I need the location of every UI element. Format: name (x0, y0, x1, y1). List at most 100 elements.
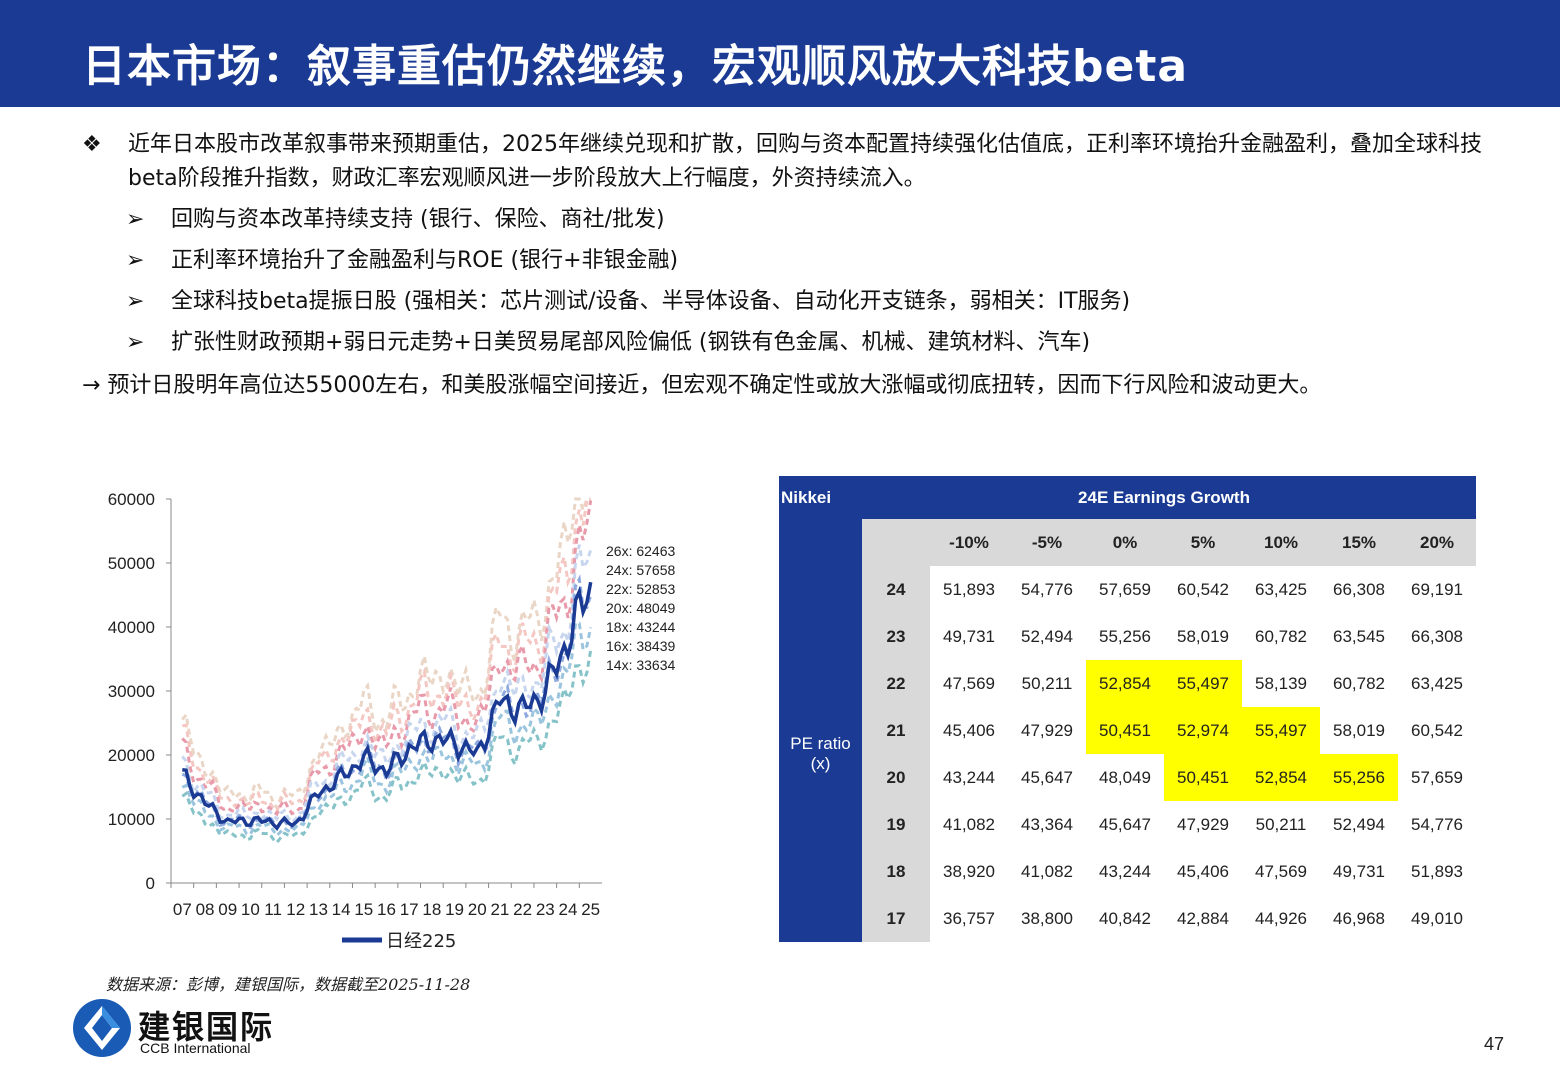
ccbi-logo-icon (73, 999, 131, 1057)
pe-sensitivity-table: Nikkei 24E Earnings Growth -10% -5% 0% 5% 10% 1… (779, 476, 1476, 942)
pe-band-label: 26x: 62463 (606, 543, 675, 559)
x-tick-label: 10 (241, 900, 260, 919)
table-cell: 60,542 (1177, 579, 1229, 599)
sub-bullet-text: 回购与资本改革持续支持 (银行、保险、商社/批发) (171, 207, 665, 233)
pe-band-line (181, 649, 593, 845)
sub-bullet: ➢ 回购与资本改革持续支持 (银行、保险、商社/批发) (82, 203, 1492, 237)
table-col-header: 0% (1086, 519, 1164, 566)
table-cell: 40,842 (1099, 908, 1151, 928)
table-cell: 58,139 (1255, 673, 1307, 693)
table-row: 18 38,920 41,082 43,244 45,406 47,569 49,731 51… (779, 848, 1476, 895)
table-row-header: 21 (862, 707, 930, 754)
y-tick-label: 0 (146, 874, 155, 893)
table-cell: 54,776 (1411, 814, 1463, 834)
x-tick-label: 23 (536, 900, 555, 919)
pe-band-label: 16x: 38439 (606, 638, 675, 654)
y-tick-label: 20000 (108, 746, 155, 765)
page-number: 47 (1484, 1034, 1505, 1054)
pe-band-label: 22x: 52853 (606, 581, 675, 597)
table-cell: 55,497 (1164, 660, 1242, 707)
table-row-header: 17 (862, 895, 930, 942)
table-cell: 45,406 (1177, 861, 1229, 881)
x-tick-label: 12 (286, 900, 305, 919)
pe-band-label: 24x: 57658 (606, 562, 675, 578)
y-tick-label: 60000 (108, 490, 155, 509)
table-cell: 43,364 (1021, 814, 1073, 834)
table-cell: 58,019 (1333, 720, 1385, 740)
table-cell: 52,974 (1164, 707, 1242, 754)
table-cell: 50,451 (1164, 754, 1242, 801)
x-tick-label: 17 (400, 900, 419, 919)
table-cell: 55,497 (1242, 707, 1320, 754)
table-row-header: 23 (862, 613, 930, 660)
table-header-spacer (1398, 476, 1476, 519)
table-cell: 52,854 (1086, 660, 1164, 707)
table-cell: 47,569 (943, 673, 995, 693)
table-row-header: 24 (862, 566, 930, 613)
sub-bullet: ➢ 全球科技beta提振日股 (强相关：芯片测试/设备、半导体设备、自动化开支链… (82, 285, 1492, 319)
table-cell: 55,256 (1099, 626, 1151, 646)
nikkei-pe-band-chart: 0 10000 20000 30000 40000 50000 60000 07 08 09 10 1… (88, 482, 698, 962)
x-tick-label: 09 (218, 900, 237, 919)
conclusion-text: → 预计日股明年高位达55000左右，和美股涨幅空间接近，但宏观不确定性或放大涨… (82, 372, 1322, 398)
table-cell: 58,019 (1177, 626, 1229, 646)
table-cell: 57,659 (1099, 579, 1151, 599)
table-cell: 52,494 (1333, 814, 1385, 834)
table-cell: 41,082 (943, 814, 995, 834)
table-cell: 46,968 (1333, 908, 1385, 928)
source-note: 数据来源：彭博，建银国际，数据截至2025-11-28 (106, 975, 471, 994)
x-tick-label: 22 (513, 900, 532, 919)
pe-band-label: 14x: 33634 (606, 657, 675, 673)
table-cell: 48,049 (1099, 767, 1151, 787)
sub-bullet-text: 全球科技beta提振日股 (强相关：芯片测试/设备、半导体设备、自动化开支链条，… (171, 289, 1131, 315)
table-cell: 52,494 (1021, 626, 1073, 646)
table-cell: 60,782 (1333, 673, 1385, 693)
page-title: 日本市场：叙事重估仍然继续，宏观顺风放大科技beta (82, 41, 1189, 92)
main-bullet: ❖ 近年日本股市改革叙事带来预期重估，2025年继续兑现和扩散，回购与资本配置持… (82, 128, 1492, 196)
x-tick-label: 21 (490, 900, 509, 919)
arrow-bullet-icon: ➢ (126, 248, 145, 274)
table-col-header-blank (862, 519, 930, 566)
table-cell: 36,757 (943, 908, 995, 928)
table-col-header: -10% (930, 519, 1008, 566)
table-cell: 51,893 (943, 579, 995, 599)
table-cell: 63,425 (1411, 673, 1463, 693)
pe-band-label: 20x: 48049 (606, 600, 675, 616)
body-text: ❖ 近年日本股市改革叙事带来预期重估，2025年继续兑现和扩散，回购与资本配置持… (82, 128, 1492, 403)
table-row-header: 18 (862, 848, 930, 895)
table-row-header: 20 (862, 754, 930, 801)
table-cell: 60,782 (1255, 626, 1307, 646)
diamond-bullet-icon: ❖ (82, 132, 102, 157)
table-cell: 43,244 (943, 767, 995, 787)
x-tick-label: 15 (354, 900, 373, 919)
x-tick-label: 16 (377, 900, 396, 919)
x-tick-label: 08 (196, 900, 215, 919)
table-cell: 51,893 (1411, 861, 1463, 881)
x-tick-label: 07 (173, 900, 192, 919)
table-cell: 50,211 (1021, 673, 1073, 693)
sub-bullet: ➢ 正利率环境抬升了金融盈利与ROE (银行+非银金融) (82, 244, 1492, 278)
sub-bullet-text: 扩张性财政预期+弱日元走势+日美贸易尾部风险偏低 (钢铁有色金属、机械、建筑材料… (171, 330, 1091, 356)
table-cell: 38,920 (943, 861, 995, 881)
table-row: 21 45,406 47,929 50,451 52,974 55,497 58,019 60… (779, 707, 1476, 754)
table-corner-label: Nikkei (779, 476, 862, 519)
table-cell: 45,647 (1021, 767, 1073, 787)
y-tick-label: 40000 (108, 618, 155, 637)
table-cell: 47,929 (1021, 720, 1073, 740)
table-row: 20 43,244 45,647 48,049 50,451 52,854 55,256 57… (779, 754, 1476, 801)
legend-label: 日经225 (386, 931, 456, 952)
table-cell: 45,647 (1099, 814, 1151, 834)
pe-band-line (182, 497, 592, 814)
table-cell: 60,542 (1411, 720, 1463, 740)
arrow-bullet-icon: ➢ (126, 289, 145, 315)
ccbi-logo: 建银国际 CCB International (72, 998, 332, 1060)
table-cell: 52,854 (1242, 754, 1320, 801)
pe-band-line (181, 497, 591, 812)
table-cell: 44,926 (1255, 908, 1307, 928)
x-tick-label: 20 (468, 900, 487, 919)
sub-bullet-text: 正利率环境抬升了金融盈利与ROE (银行+非银金融) (171, 248, 679, 274)
table-cell: 38,800 (1021, 908, 1073, 928)
x-tick-label: 18 (422, 900, 441, 919)
arrow-bullet-icon: ➢ (126, 330, 145, 356)
